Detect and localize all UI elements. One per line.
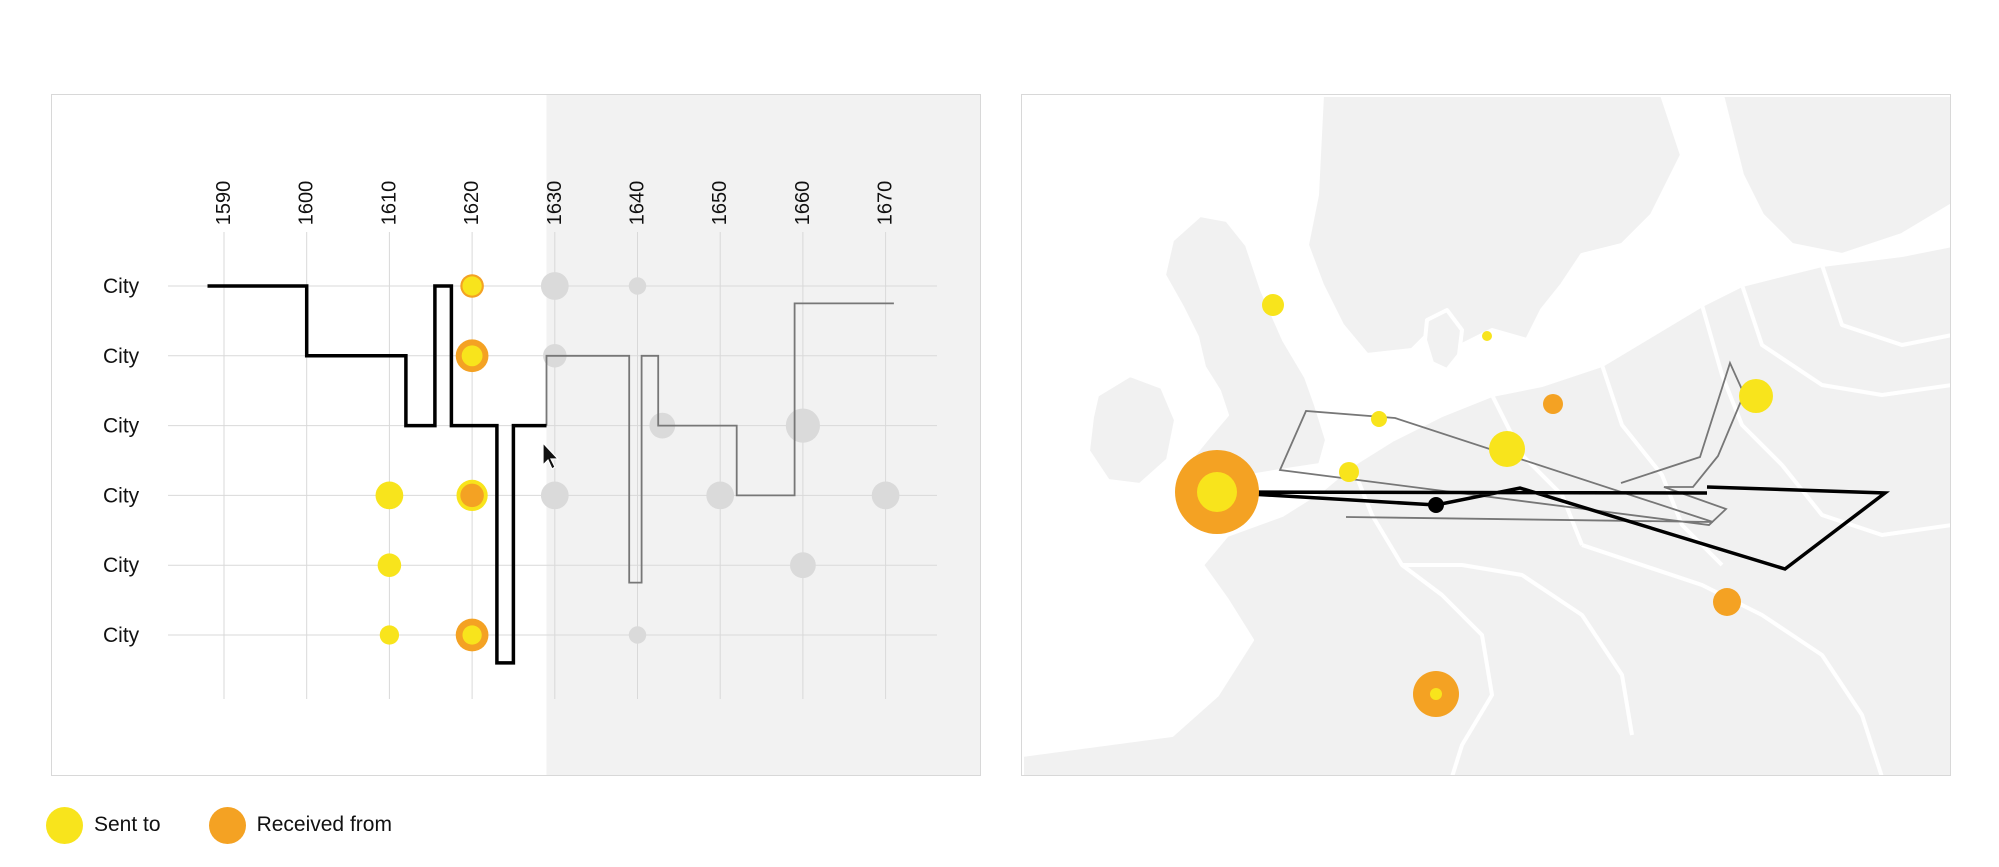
past-path-line bbox=[207, 284, 547, 665]
year-tick-label: 1590 bbox=[213, 181, 235, 226]
future-letter-bubble[interactable] bbox=[540, 481, 569, 510]
city-tick-label: City bbox=[103, 554, 140, 577]
sent-bubble[interactable] bbox=[462, 625, 482, 645]
future-letter-bubble[interactable] bbox=[628, 277, 647, 295]
legend-label-sent: Sent to bbox=[94, 813, 161, 836]
ireland-landmass bbox=[1086, 373, 1178, 487]
future-letter-bubble[interactable] bbox=[628, 626, 647, 644]
future-period-shade bbox=[546, 95, 980, 775]
map-city-bubble-sent[interactable] bbox=[1430, 688, 1442, 700]
year-tick-label: 1650 bbox=[709, 181, 731, 226]
city-axis: City City City City City City bbox=[103, 275, 140, 647]
city-tick-label: City bbox=[103, 415, 140, 438]
year-tick-label: 1670 bbox=[875, 181, 897, 226]
year-axis: 1590 1600 1610 1620 1630 1640 1650 1660 1670 bbox=[213, 181, 897, 226]
sent-bubble[interactable] bbox=[379, 625, 400, 645]
map-city-bubble-sent[interactable] bbox=[1482, 331, 1492, 341]
city-tick-label: City bbox=[103, 345, 140, 368]
sent-swatch-icon bbox=[46, 806, 83, 844]
future-letter-bubble[interactable] bbox=[540, 272, 569, 300]
future-letter-bubble[interactable] bbox=[871, 481, 900, 510]
current-position-marker bbox=[1428, 497, 1444, 513]
letter-bubbles[interactable] bbox=[375, 274, 489, 652]
year-tick-label: 1600 bbox=[296, 181, 318, 226]
map-city-bubble-received[interactable] bbox=[1713, 588, 1741, 616]
sent-bubble[interactable] bbox=[461, 345, 483, 367]
city-tick-label: City bbox=[103, 484, 140, 507]
legend: Sent to Received from bbox=[46, 806, 440, 844]
travel-path bbox=[207, 284, 894, 665]
map-city-bubble-sent[interactable] bbox=[1371, 411, 1387, 427]
map-city-bubble-sent[interactable] bbox=[1197, 472, 1237, 512]
scandinavia-landmass bbox=[1305, 95, 1684, 357]
legend-item-sent[interactable]: Sent to bbox=[46, 806, 161, 844]
timeline-chart: 1590 1600 1610 1620 1630 1640 1650 1660 1670 Cit… bbox=[103, 95, 980, 775]
year-tick-label: 1630 bbox=[544, 181, 566, 226]
map-city-bubble-sent[interactable] bbox=[1262, 294, 1284, 316]
year-tick-label: 1620 bbox=[461, 181, 483, 226]
legend-item-received[interactable]: Received from bbox=[208, 806, 392, 844]
received-bubble[interactable] bbox=[460, 483, 484, 508]
jutland-landmass bbox=[1423, 308, 1464, 372]
year-tick-label: 1660 bbox=[792, 181, 814, 226]
map-city-bubble-sent[interactable] bbox=[1739, 379, 1773, 413]
europe-map-panel[interactable] bbox=[1021, 94, 1951, 776]
year-tick-label: 1640 bbox=[627, 181, 649, 226]
legend-label-received: Received from bbox=[256, 813, 392, 836]
europe-map[interactable] bbox=[1022, 95, 1951, 776]
country-borders bbox=[1350, 264, 1950, 775]
city-tick-label: City bbox=[103, 624, 140, 647]
future-letter-bubble[interactable] bbox=[706, 481, 735, 510]
received-swatch-icon bbox=[208, 806, 246, 844]
land-masses bbox=[1022, 95, 1950, 775]
city-tick-label: City bbox=[103, 275, 140, 298]
north-east-landmass bbox=[1720, 95, 1950, 257]
future-path-line bbox=[545, 302, 894, 584]
sent-bubble[interactable] bbox=[377, 553, 402, 577]
year-tick-label: 1610 bbox=[378, 181, 400, 226]
future-bubbles bbox=[540, 272, 900, 644]
map-city-bubble-received[interactable] bbox=[1543, 394, 1563, 414]
mouse-cursor-icon bbox=[542, 441, 560, 470]
great-britain-landmass bbox=[1162, 213, 1329, 479]
sent-bubble[interactable] bbox=[375, 481, 404, 510]
sent-bubble[interactable] bbox=[462, 276, 482, 296]
map-city-bubble-sent[interactable] bbox=[1489, 431, 1525, 467]
timeline-chart-panel: 1590 1600 1610 1620 1630 1640 1650 1660 1670 Cit… bbox=[51, 94, 981, 776]
map-city-bubble-sent[interactable] bbox=[1339, 462, 1359, 482]
future-letter-bubble[interactable] bbox=[785, 408, 821, 443]
future-letter-bubble[interactable] bbox=[790, 552, 816, 579]
